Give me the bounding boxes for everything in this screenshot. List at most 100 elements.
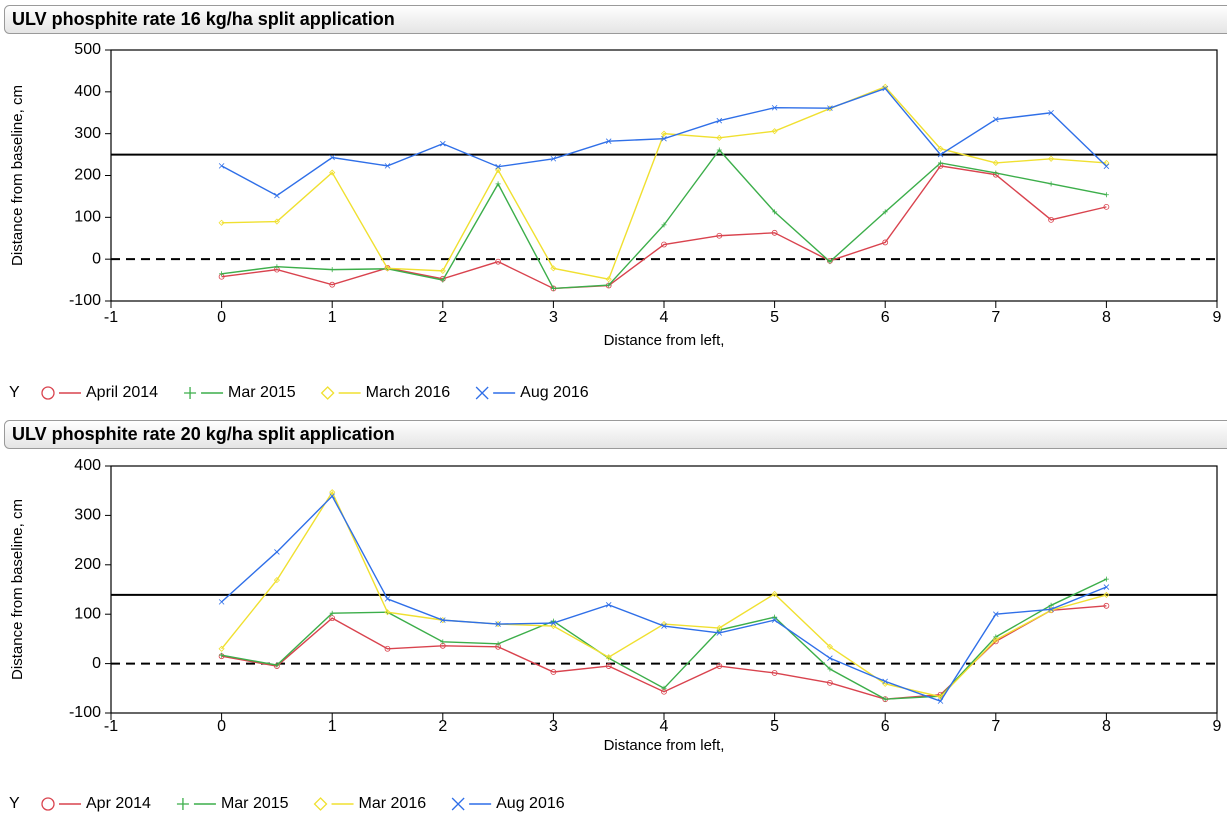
data-point [329, 610, 335, 616]
x-tick-label: 2 [438, 718, 447, 735]
data-point [827, 259, 833, 265]
data-point [1048, 155, 1055, 162]
x-tick-label: 3 [549, 718, 558, 735]
y-axis-label: Distance from baseline, cm [9, 85, 26, 266]
y-tick-label: 500 [74, 41, 101, 58]
x-tick-label: 4 [660, 309, 669, 326]
plot-frame [110, 465, 1218, 714]
legend-marker [41, 386, 55, 400]
data-point [550, 155, 557, 162]
data-point [1103, 602, 1110, 609]
y-tick-label: 300 [74, 125, 101, 142]
data-point [1103, 203, 1110, 210]
series-line [221, 578, 1107, 700]
data-point [827, 679, 833, 686]
data-point [218, 219, 225, 226]
data-point [219, 652, 225, 658]
data-point [273, 577, 280, 584]
legend-marker [176, 798, 189, 810]
data-point [882, 239, 889, 246]
data-point [937, 145, 944, 152]
x-tick-label: 9 [1213, 718, 1222, 735]
y-tick-label: 200 [74, 167, 101, 184]
legend-title: Y [9, 795, 20, 812]
legend-marker [184, 387, 197, 399]
data-point [218, 599, 225, 605]
data-point [439, 267, 446, 274]
data-point [716, 232, 723, 239]
data-point [716, 134, 723, 141]
data-point [384, 163, 391, 169]
legend-label: Mar 2015 [221, 795, 289, 812]
data-point [661, 623, 667, 629]
data-point [827, 666, 833, 672]
data-point [1103, 163, 1110, 170]
series-line [221, 165, 1107, 290]
data-point [882, 696, 888, 702]
chart-title: ULV phosphite rate 20 kg/ha split applic… [12, 424, 395, 444]
data-point [716, 117, 723, 124]
data-point [937, 698, 944, 704]
data-point [772, 209, 778, 215]
data-point [329, 489, 336, 496]
data-point [384, 645, 391, 652]
data-point [495, 621, 501, 627]
x-tick-label: -1 [104, 718, 118, 735]
data-point [937, 151, 944, 158]
series-line [221, 87, 1107, 197]
data-point [993, 116, 999, 123]
series-line [221, 490, 1107, 698]
legend-marker [41, 797, 55, 811]
data-point [274, 192, 280, 199]
data-point [771, 229, 778, 236]
x-tick-label: 2 [438, 309, 447, 326]
data-point [329, 154, 335, 161]
data-point [605, 654, 612, 661]
data-point [605, 602, 612, 608]
data-point [495, 621, 502, 628]
data-point [274, 662, 280, 668]
data-point [605, 663, 612, 669]
data-point [1103, 591, 1110, 598]
data-point [329, 281, 336, 288]
data-point [661, 135, 667, 142]
data-point [495, 181, 501, 187]
x-tick-label: -1 [104, 309, 118, 326]
data-point [771, 670, 778, 676]
y-tick-label: 300 [74, 507, 101, 524]
data-point [937, 693, 944, 700]
data-point [938, 160, 943, 166]
data-point [384, 609, 391, 616]
data-point [1048, 109, 1054, 116]
data-point [218, 645, 225, 652]
data-point [661, 222, 667, 228]
data-point [329, 493, 335, 499]
data-point [716, 630, 723, 636]
data-point [771, 104, 778, 111]
data-point [827, 655, 833, 661]
data-point [384, 596, 391, 602]
data-point [1048, 181, 1054, 187]
data-point [274, 264, 280, 270]
y-tick-label: 400 [74, 457, 101, 474]
series-line [221, 85, 1107, 281]
data-point [992, 159, 999, 167]
data-point [1103, 192, 1109, 198]
legend-marker [475, 386, 489, 400]
x-tick-label: 8 [1102, 309, 1111, 326]
data-point [882, 85, 888, 92]
legend-label: Mar 2016 [359, 795, 427, 812]
x-tick-label: 5 [770, 309, 779, 326]
data-point [440, 639, 446, 645]
x-axis-label: Distance from left, [604, 737, 725, 754]
data-point [716, 147, 722, 153]
data-point [495, 163, 501, 170]
data-point [274, 549, 280, 555]
y-tick-label: 100 [74, 209, 101, 226]
data-point [826, 643, 833, 650]
y-axis-label: Distance from baseline, cm [9, 499, 26, 680]
data-point [440, 617, 446, 623]
data-point [771, 590, 778, 598]
data-point [495, 258, 502, 265]
data-point [384, 265, 391, 272]
